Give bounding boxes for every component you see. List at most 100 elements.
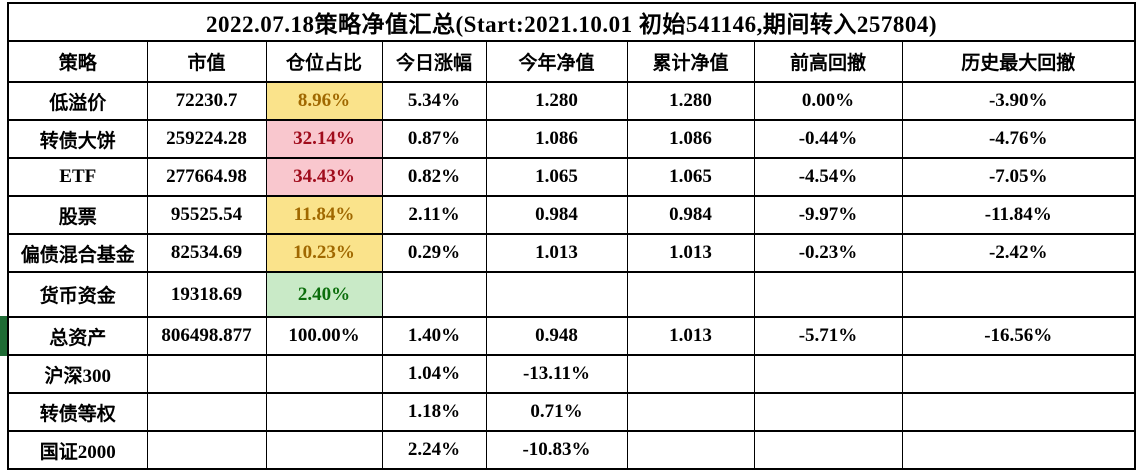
table-cell [265, 430, 383, 470]
title-row: 2022.07.18策略净值汇总(Start:2021.10.01 初始5411… [7, 2, 1136, 42]
table-cell [485, 271, 628, 318]
table-cell: 0.71% [485, 392, 628, 432]
table-cell: -0.23% [753, 233, 903, 273]
table-cell: -3.90% [901, 81, 1136, 121]
table-row: 总资产 806498.877 100.00% 1.40% 0.948 1.013 -5.71… [7, 316, 1136, 356]
table-cell: 1.013 [626, 316, 755, 356]
table-cell: 1.04% [381, 354, 487, 394]
table-cell: 82534.69 [146, 233, 267, 273]
table-cell: 1.065 [485, 157, 628, 197]
table-cell [753, 354, 903, 394]
table-cell [381, 271, 487, 318]
table-cell: 1.086 [485, 119, 628, 159]
table-cell [146, 392, 267, 432]
row-label: 转债等权 [7, 392, 148, 432]
row-label: 货币资金 [7, 271, 148, 318]
column-header: 历史最大回撤 [901, 40, 1136, 83]
table-row: 低溢价 72230.7 8.96% 5.34% 1.280 1.280 0.00% -3.90… [7, 81, 1136, 121]
table-cell [901, 271, 1136, 318]
table-cell: -16.56% [901, 316, 1136, 356]
table-cell: -4.54% [753, 157, 903, 197]
table-cell [901, 354, 1136, 394]
column-header: 市值 [146, 40, 267, 83]
table-cell: 5.34% [381, 81, 487, 121]
table-cell: -11.84% [901, 195, 1136, 235]
row-label: 偏债混合基金 [7, 233, 148, 273]
table-cell [901, 430, 1136, 470]
table-cell: 100.00% [265, 316, 383, 356]
table-cell: 32.14% [265, 119, 383, 159]
table-cell: 19318.69 [146, 271, 267, 318]
table-row: 货币资金 19318.69 2.40% [7, 271, 1136, 318]
table-cell [753, 271, 903, 318]
column-header: 策略 [7, 40, 148, 83]
table-cell [146, 354, 267, 394]
row-label: 股票 [7, 195, 148, 235]
table-header-row: 策略 市值 仓位占比 今日涨幅 今年净值 累计净值 前高回撤 历史最大回撤 [7, 40, 1136, 83]
table-cell: -0.44% [753, 119, 903, 159]
table-cell: 2.24% [381, 430, 487, 470]
table-cell [265, 354, 383, 394]
table-row: ETF 277664.98 34.43% 0.82% 1.065 1.065 -4.54% -… [7, 157, 1136, 197]
table-cell: 2.40% [265, 271, 383, 318]
table-cell: 95525.54 [146, 195, 267, 235]
table-cell: 0.82% [381, 157, 487, 197]
table-cell: 72230.7 [146, 81, 267, 121]
column-header: 今日涨幅 [381, 40, 487, 83]
table-cell: 0.87% [381, 119, 487, 159]
table-cell: -2.42% [901, 233, 1136, 273]
table-row: 转债大饼 259224.28 32.14% 0.87% 1.086 1.086 -0.44%… [7, 119, 1136, 159]
table-cell [626, 271, 755, 318]
table-cell: 1.065 [626, 157, 755, 197]
table-cell: -5.71% [753, 316, 903, 356]
row-label: 总资产 [7, 316, 148, 356]
table-cell: 8.96% [265, 81, 383, 121]
row-label: 低溢价 [7, 81, 148, 121]
row-label: 沪深300 [7, 354, 148, 394]
table-cell: 11.84% [265, 195, 383, 235]
table-cell [146, 430, 267, 470]
table-cell [626, 430, 755, 470]
strategy-net-value-table: 2022.07.18策略净值汇总(Start:2021.10.01 初始5411… [7, 2, 1137, 470]
table-cell: 1.280 [626, 81, 755, 121]
table-cell: -9.97% [753, 195, 903, 235]
table-cell: 259224.28 [146, 119, 267, 159]
column-header: 今年净值 [485, 40, 628, 83]
table-cell [265, 392, 383, 432]
table-cell: 0.00% [753, 81, 903, 121]
table-cell: 277664.98 [146, 157, 267, 197]
table-cell [901, 392, 1136, 432]
table-cell: 34.43% [265, 157, 383, 197]
column-header: 前高回撤 [753, 40, 903, 83]
table-cell [626, 392, 755, 432]
table-cell: 0.984 [485, 195, 628, 235]
table-cell: 2.11% [381, 195, 487, 235]
row-label: 国证2000 [7, 430, 148, 470]
table-cell: 0.29% [381, 233, 487, 273]
table-cell: -10.83% [485, 430, 628, 470]
table-row: 股票 95525.54 11.84% 2.11% 0.984 0.984 -9.97% -11… [7, 195, 1136, 235]
table-cell: 10.23% [265, 233, 383, 273]
column-header: 仓位占比 [265, 40, 383, 83]
table-cell: 0.948 [485, 316, 628, 356]
table-cell: 1.013 [626, 233, 755, 273]
table-row: 国证2000 2.24% -10.83% [7, 430, 1136, 470]
table-cell: 1.086 [626, 119, 755, 159]
table-title: 2022.07.18策略净值汇总(Start:2021.10.01 初始5411… [7, 2, 1136, 42]
table-cell: -7.05% [901, 157, 1136, 197]
total-row-left-marker [0, 316, 7, 356]
table-row: 转债等权 1.18% 0.71% [7, 392, 1136, 432]
row-label: 转债大饼 [7, 119, 148, 159]
table-cell: 1.40% [381, 316, 487, 356]
table-cell: 1.18% [381, 392, 487, 432]
column-header: 累计净值 [626, 40, 755, 83]
table-cell: 1.013 [485, 233, 628, 273]
table-cell: 1.280 [485, 81, 628, 121]
table-cell: -4.76% [901, 119, 1136, 159]
table-cell: 0.984 [626, 195, 755, 235]
table-cell [753, 430, 903, 470]
table-row: 沪深300 1.04% -13.11% [7, 354, 1136, 394]
table-cell [626, 354, 755, 394]
table-cell [753, 392, 903, 432]
